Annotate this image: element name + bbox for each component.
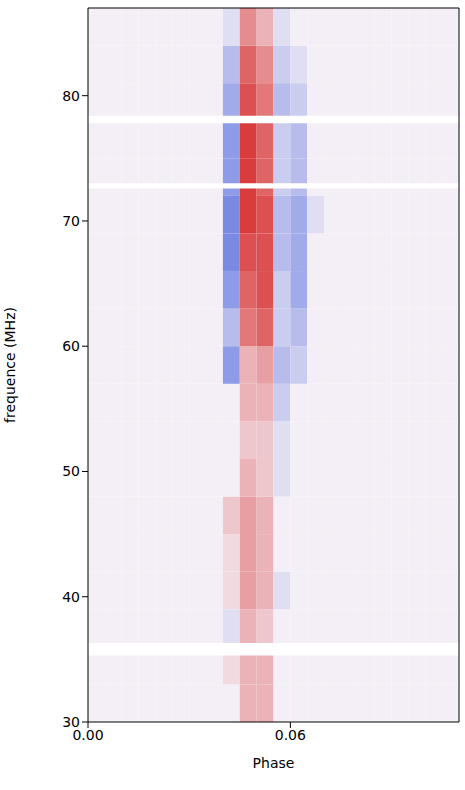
svg-text:frequence (MHz): frequence (MHz) — [2, 307, 18, 423]
svg-text:70: 70 — [62, 213, 80, 229]
svg-text:30: 30 — [62, 714, 80, 730]
svg-text:80: 80 — [62, 88, 80, 104]
svg-text:50: 50 — [62, 463, 80, 479]
svg-text:Phase: Phase — [253, 755, 295, 771]
svg-text:0.06: 0.06 — [275, 727, 306, 743]
svg-text:40: 40 — [62, 589, 80, 605]
svg-text:0.00: 0.00 — [72, 726, 104, 743]
svg-text:60: 60 — [62, 338, 80, 354]
